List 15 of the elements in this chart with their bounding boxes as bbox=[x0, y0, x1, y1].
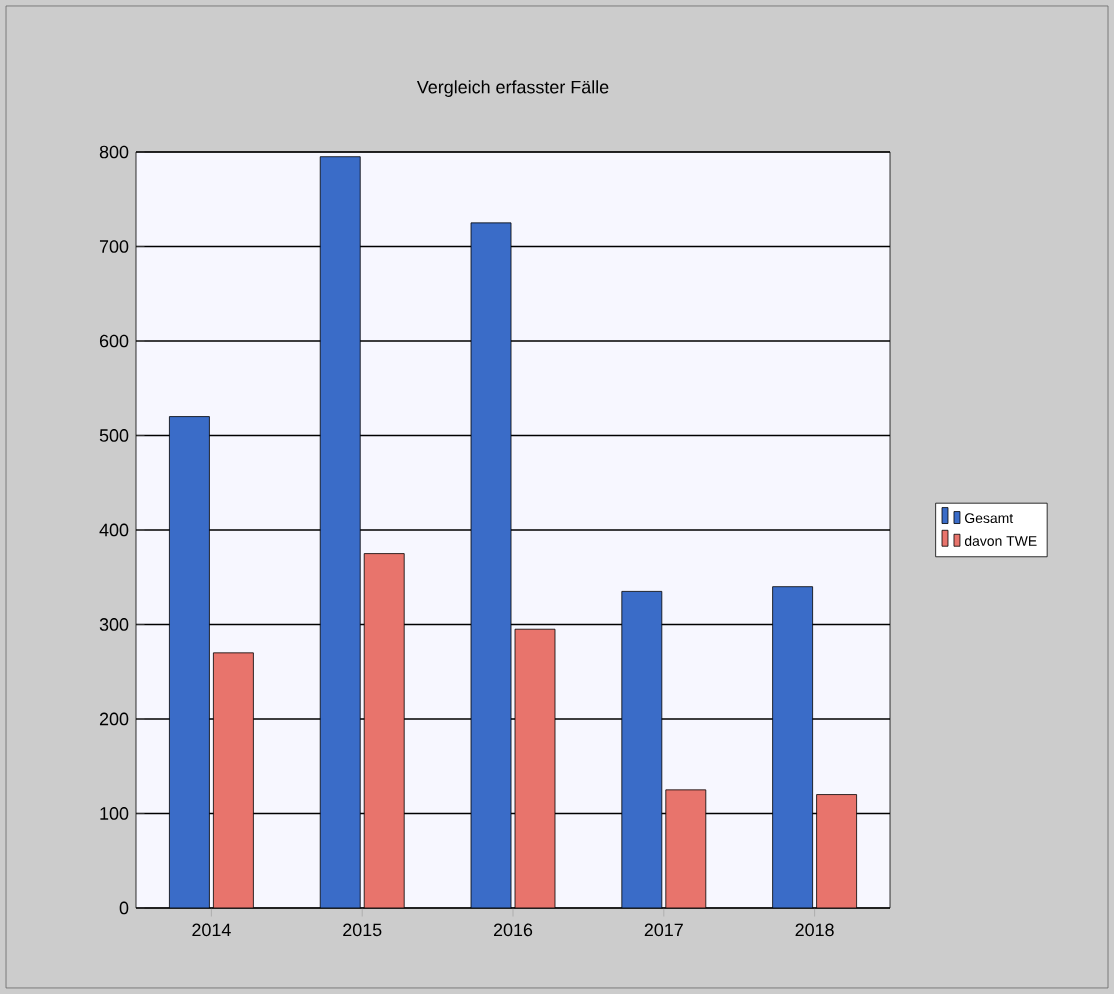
y-tick-label: 700 bbox=[99, 240, 129, 253]
y-tick-label: 100 bbox=[100, 807, 129, 820]
y-tick-label: 400 bbox=[99, 523, 129, 537]
y-tick-label: 300 bbox=[99, 618, 129, 631]
x-tick-label: 2017 bbox=[644, 923, 683, 937]
y-tick-label: 0 bbox=[119, 901, 129, 915]
y-tick-label: 500 bbox=[99, 429, 129, 442]
y-tick-label: 800 bbox=[99, 145, 129, 159]
x-tick-label: 2016 bbox=[493, 923, 533, 937]
x-tick-label: 2018 bbox=[795, 923, 834, 937]
x-tick-label: 2015 bbox=[343, 923, 382, 937]
y-tick-label: 200 bbox=[99, 712, 129, 726]
chart-title: Vergleich erfasster Fälle bbox=[416, 80, 609, 97]
y-tick-label: 600 bbox=[99, 334, 129, 348]
x-tick-label: 2014 bbox=[192, 923, 231, 937]
